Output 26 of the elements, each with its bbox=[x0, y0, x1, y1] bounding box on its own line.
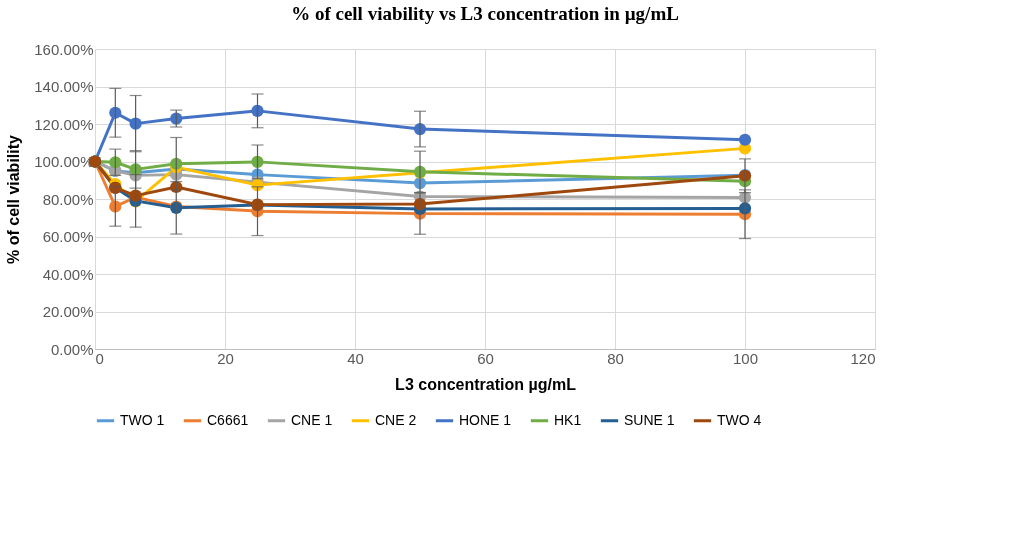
x-tick-label: 120 bbox=[850, 349, 876, 367]
x-axis-title: L3 concentration µg/mL bbox=[395, 375, 577, 393]
y-tick-label: 20.00% bbox=[42, 303, 94, 320]
legend-label: HK1 bbox=[554, 411, 582, 428]
legend-label: SUNE 1 bbox=[624, 411, 675, 428]
y-tick-label: 120.00% bbox=[34, 115, 94, 133]
x-tick-label: 100 bbox=[732, 349, 759, 367]
x-tick-label: 80 bbox=[607, 349, 624, 367]
legend-label: C6661 bbox=[207, 411, 249, 428]
x-tick-label: 0 bbox=[95, 349, 104, 367]
legend-label: TWO 1 bbox=[120, 411, 165, 428]
y-tick-label: 160.00% bbox=[34, 40, 94, 58]
y-tick-label: 80.00% bbox=[42, 190, 94, 208]
legend-label: HONE 1 bbox=[459, 411, 512, 428]
chart-title: % of cell viability vs L3 concentration in µg/mL bbox=[291, 3, 679, 24]
y-tick-label: 0.00% bbox=[50, 340, 94, 358]
legend-label: TWO 4 bbox=[717, 411, 762, 428]
y-tick-label: 60.00% bbox=[42, 228, 94, 245]
x-tick-label: 60 bbox=[477, 349, 494, 367]
x-tick-label: 20 bbox=[217, 349, 234, 367]
x-tick-label: 40 bbox=[347, 349, 364, 367]
legend-label: CNE 1 bbox=[291, 411, 333, 428]
legend-label: CNE 2 bbox=[375, 411, 417, 428]
y-tick-label: 40.00% bbox=[42, 265, 94, 283]
y-tick-label: 140.00% bbox=[34, 78, 94, 95]
y-axis-title: % of cell viability bbox=[5, 134, 23, 264]
